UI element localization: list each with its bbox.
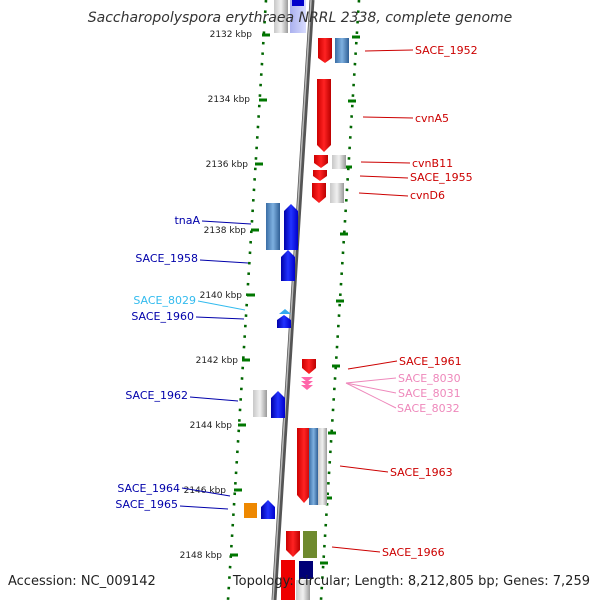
gene-SACE_1963-protein-b [318,428,327,505]
label-SACE_1958: SACE_1958 [135,252,198,265]
tick-label-2148: 2148 kbp [180,551,223,561]
gene-SACE_1958 [281,250,295,281]
tick-label-2134: 2134 kbp [208,95,251,105]
gene-cvnA5 [317,79,331,152]
gene-SACE_1964 [244,503,257,518]
gene-bottom-navy [299,561,313,579]
genome-backbone [271,0,315,600]
label-cvnD6: cvnD6 [410,189,445,202]
label-SACE_1952: SACE_1952 [415,44,478,57]
label-SACE_1962: SACE_1962 [125,389,188,402]
left-leader-lines [179,220,252,510]
gene-SACE_1952 [318,38,332,63]
label-tnaA: tnaA [174,214,200,227]
label-SACE_1964: SACE_1964 [117,482,180,495]
label-SACE_8032: SACE_8032 [397,402,460,415]
map-title: Saccharopolyspora erythraea NRRL 2338, c… [87,10,513,26]
gene-cvnB11-protein [332,155,346,169]
gene-bottom-red [281,560,295,600]
gene-SACE_1966 [286,531,300,557]
gene-top-blue [292,0,304,6]
gene-SACE_8029 [279,309,291,314]
right-leader-lines [331,49,414,553]
gene-cvnD6 [312,183,326,203]
gene-tnaA [284,204,298,250]
label-SACE_1966: SACE_1966 [382,546,445,559]
gene-cvnD6-protein [330,183,344,203]
gene-cvnB11 [314,155,328,168]
gene-SACE_8030-8032 [301,377,313,390]
label-SACE_8030: SACE_8030 [398,372,461,385]
tick-label-2146: 2146 kbp [184,486,227,496]
label-cvnB11: cvnB11 [412,157,453,170]
gene-SACE_1960 [277,315,291,328]
label-SACE_1965: SACE_1965 [115,498,178,511]
gene-SACE_1952-protein [335,38,349,63]
label-cvnA5: cvnA5 [415,112,449,125]
gene-SACE_1961 [302,359,316,374]
gene-SACE_1963 [297,428,311,503]
label-SACE_1961: SACE_1961 [399,355,462,368]
gene-SACE_1962-protein [253,390,267,417]
accession-label: Accession: NC_009142 [8,574,156,589]
gene-SACE_1966-protein [303,531,317,558]
label-SACE_8029: SACE_8029 [133,294,196,307]
tick-label-2142: 2142 kbp [196,356,239,366]
label-SACE_1963: SACE_1963 [390,466,453,479]
label-SACE_1955: SACE_1955 [410,171,473,184]
gene-top-gray [274,0,288,33]
tick-label-2138: 2138 kbp [204,226,247,236]
tick-label-2144: 2144 kbp [190,421,233,431]
gene-SACE_1955 [313,170,327,181]
label-SACE_8031: SACE_8031 [398,387,461,400]
gene-SACE_1963-protein-a [309,428,318,505]
tick-label-2140: 2140 kbp [200,291,243,301]
tick-label-2132: 2132 kbp [210,30,253,40]
label-SACE_1960: SACE_1960 [131,310,194,323]
topology-summary: Topology: circular; Length: 8,212,805 bp… [232,574,590,589]
gene-top-paleblue [290,0,306,33]
gene-bottom-gray [296,580,310,600]
tick-label-2136: 2136 kbp [206,160,249,170]
gene-tnaA-protein [266,203,280,250]
gene-SACE_1962 [271,391,285,418]
gene-SACE_1965 [261,500,275,519]
